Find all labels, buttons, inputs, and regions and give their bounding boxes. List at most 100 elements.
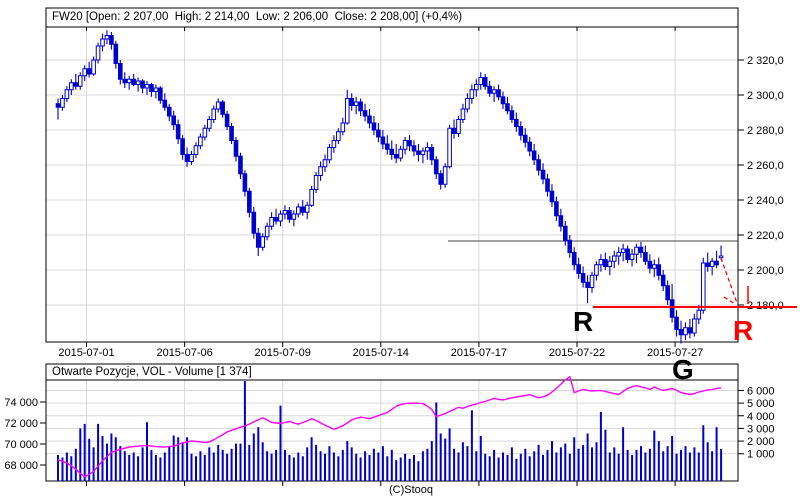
candle <box>563 221 568 246</box>
candle <box>469 84 475 104</box>
candle <box>336 128 341 144</box>
date-axis-label: 2015-07-27 <box>647 347 703 359</box>
candlesticks <box>55 30 724 344</box>
candle <box>278 210 283 227</box>
candle <box>603 252 608 270</box>
candle <box>634 243 639 263</box>
candle <box>140 79 145 94</box>
candle <box>585 275 590 304</box>
candle <box>571 247 577 270</box>
price-axis-label: 2 220,0 <box>747 230 784 242</box>
candle <box>131 74 136 87</box>
candle <box>478 72 484 90</box>
volume-axis-label: 4 000 <box>747 411 775 423</box>
price-axis-label: 2 300,0 <box>747 90 784 102</box>
annotation-letter-r-red: R <box>733 315 754 346</box>
candle <box>64 86 70 102</box>
candle <box>175 119 181 144</box>
candle <box>73 74 79 90</box>
candle <box>215 98 221 113</box>
candle <box>616 247 622 265</box>
price-axis-label: 2 200,0 <box>747 265 784 277</box>
open-positions-line <box>57 375 722 478</box>
candle <box>180 135 185 160</box>
candle <box>505 96 510 115</box>
candle <box>322 154 328 172</box>
candle <box>500 91 506 109</box>
candle <box>620 243 626 262</box>
candle <box>362 103 368 122</box>
candle <box>527 137 533 157</box>
candle <box>576 257 581 279</box>
candle <box>425 142 430 160</box>
candle <box>376 123 381 143</box>
candle <box>318 161 323 181</box>
candle <box>149 82 154 97</box>
date-axis-label: 2015-07-01 <box>58 347 114 359</box>
candle <box>158 86 163 104</box>
price-axis-label: 2 260,0 <box>747 160 784 172</box>
candle <box>251 207 257 239</box>
candle <box>109 32 114 50</box>
candle <box>309 186 314 207</box>
candle <box>549 184 555 207</box>
date-axis-label: 2015-07-17 <box>451 347 507 359</box>
candle <box>242 170 248 197</box>
candle <box>349 93 354 111</box>
price-axis-label: 2 240,0 <box>747 195 784 207</box>
candle <box>567 235 573 258</box>
candle <box>491 86 497 102</box>
candle <box>509 105 515 123</box>
candle <box>416 144 421 162</box>
candle <box>643 245 648 265</box>
gridlines <box>46 27 738 481</box>
candle <box>344 89 350 125</box>
candle <box>162 93 168 111</box>
candle <box>700 257 706 314</box>
candle <box>411 140 417 157</box>
candle <box>487 81 492 97</box>
candle <box>55 98 61 120</box>
candle <box>189 151 194 165</box>
candle <box>580 266 586 288</box>
candle <box>367 109 372 129</box>
candle <box>77 72 83 90</box>
candle <box>598 254 604 272</box>
open-positions-axis-label: 70 000 <box>4 439 38 451</box>
date-axis-label: 2015-07-14 <box>353 347 409 359</box>
candle <box>514 112 519 132</box>
candle <box>456 116 461 137</box>
candle <box>385 135 390 155</box>
candle <box>95 42 101 64</box>
candle <box>407 135 412 151</box>
candle <box>358 98 363 116</box>
candle <box>460 103 466 123</box>
axis-ticks <box>40 27 744 486</box>
candle <box>91 56 96 76</box>
candle <box>153 84 159 99</box>
candle <box>287 207 292 223</box>
lower-panel-title: Otwarte Pozycje, VOL - Volume [1 374] <box>52 366 252 378</box>
candle <box>393 144 399 164</box>
candle <box>224 110 230 130</box>
candle <box>113 40 119 69</box>
candle <box>482 74 488 90</box>
candle <box>260 233 265 251</box>
candle <box>474 79 479 97</box>
candle <box>554 196 559 221</box>
candle <box>678 320 684 344</box>
candle <box>247 187 252 218</box>
candle <box>380 130 386 150</box>
candle <box>692 313 697 337</box>
volume-bars <box>57 381 723 481</box>
candle <box>594 261 599 281</box>
candle <box>451 119 457 139</box>
candle <box>255 228 261 256</box>
candle <box>674 310 679 337</box>
candle <box>518 121 524 141</box>
date-axis-label: 2015-07-06 <box>156 347 212 359</box>
candle <box>331 135 337 153</box>
candle <box>238 152 243 179</box>
candle <box>171 110 176 130</box>
